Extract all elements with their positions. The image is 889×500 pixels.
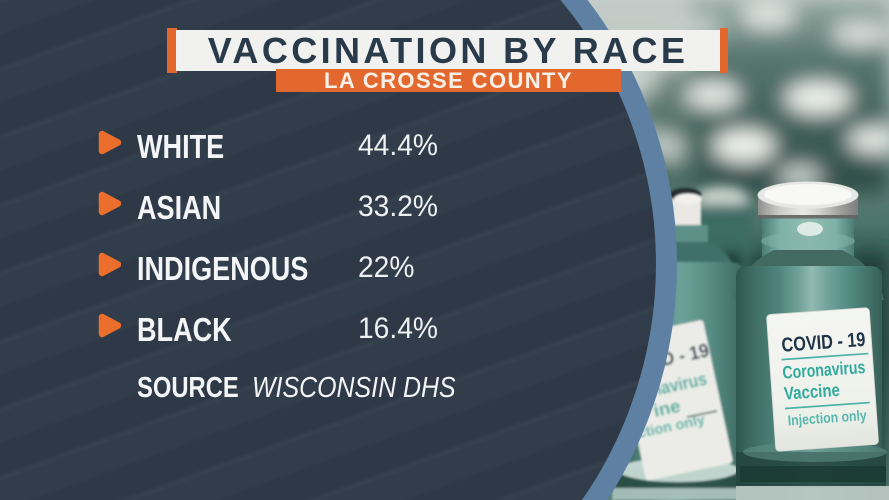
svg-text:Injection only: Injection only xyxy=(787,408,867,429)
svg-text:Vaccine: Vaccine xyxy=(783,380,840,404)
